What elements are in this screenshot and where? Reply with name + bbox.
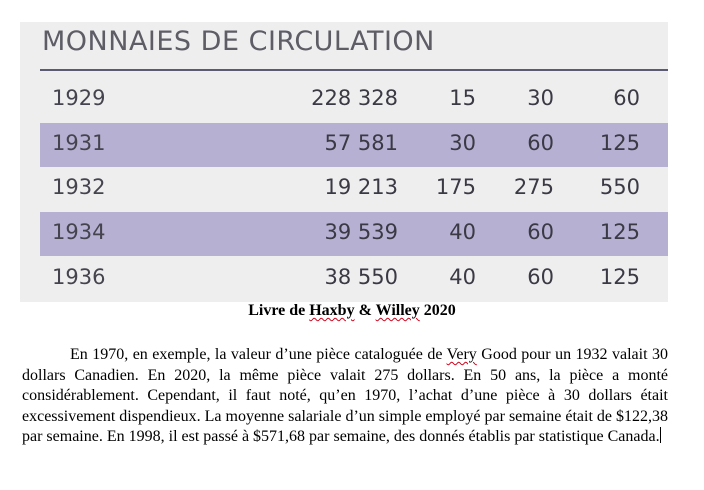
caption-text: Livre de — [248, 302, 310, 319]
table-title: MONNAIES DE CIRCULATION — [42, 26, 435, 57]
row-value-2: 60 — [527, 265, 554, 289]
row-mintage: 38 550 — [324, 265, 398, 289]
row-value-1: 30 — [449, 131, 476, 155]
row-year: 1934 — [52, 220, 106, 244]
row-value-1: 40 — [449, 220, 476, 244]
body-paragraph[interactable]: En 1970, en exemple, la valeur d’une piè… — [22, 345, 668, 448]
caption-author-willey: Willey — [375, 302, 420, 319]
paragraph-text: Good pour un 1932 valait 30 dollars Cana… — [22, 346, 669, 445]
caption-text: 2020 — [419, 302, 456, 319]
text-cursor — [659, 427, 661, 443]
paragraph-word-very: Very — [446, 346, 477, 363]
row-value-1: 15 — [449, 86, 476, 110]
title-divider — [40, 69, 668, 71]
row-value-3: 125 — [599, 131, 640, 155]
row-value-2: 30 — [527, 86, 554, 110]
caption-text: & — [354, 302, 376, 319]
row-mintage: 19 213 — [324, 175, 398, 199]
row-mintage: 39 539 — [324, 220, 398, 244]
paragraph-text: En 1970, en exemple, la valeur d’une piè… — [70, 346, 447, 363]
row-value-1: 175 — [435, 175, 476, 199]
row-mintage: 228 328 — [311, 86, 398, 110]
table-row: 1929 228 328 15 30 60 — [40, 78, 668, 122]
row-year: 1936 — [52, 265, 106, 289]
row-value-3: 60 — [613, 86, 640, 110]
caption-author-haxby: Haxby — [309, 302, 355, 319]
table-row: 1931 57 581 30 60 125 — [40, 123, 668, 167]
row-year: 1929 — [52, 86, 106, 110]
row-value-3: 125 — [599, 265, 640, 289]
table-row: 1936 38 550 40 60 125 — [40, 257, 668, 301]
row-mintage: 57 581 — [324, 131, 398, 155]
row-year: 1931 — [52, 131, 106, 155]
row-value-3: 125 — [599, 220, 640, 244]
row-year: 1932 — [52, 175, 106, 199]
row-value-2: 60 — [527, 131, 554, 155]
row-value-2: 275 — [513, 175, 554, 199]
figure-caption: Livre de Haxby & Willey 2020 — [0, 302, 704, 320]
row-value-3: 550 — [599, 175, 640, 199]
row-value-2: 60 — [527, 220, 554, 244]
table-row: 1934 39 539 40 60 125 — [40, 212, 668, 256]
row-value-1: 40 — [449, 265, 476, 289]
table-row: 1932 19 213 175 275 550 — [40, 167, 668, 211]
catalogue-table-photo: MONNAIES DE CIRCULATION 1929 228 328 15 … — [20, 22, 668, 302]
